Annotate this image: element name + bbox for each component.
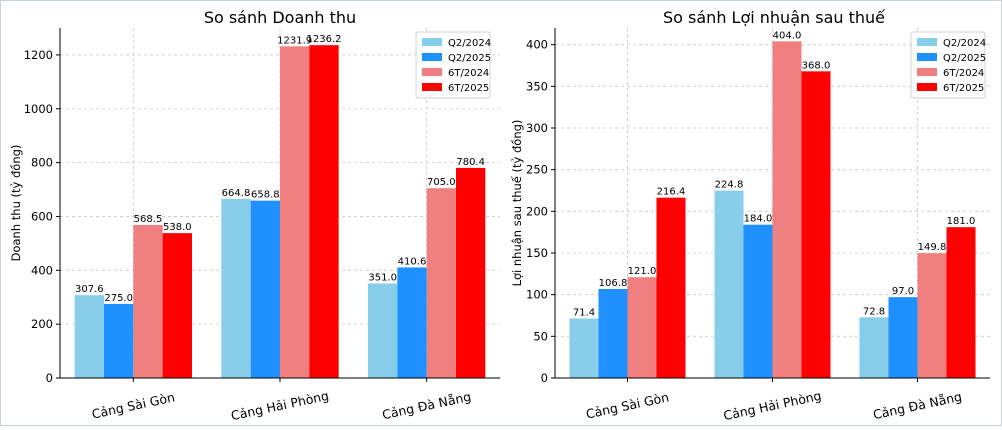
revenue-bar [74,295,104,378]
revenue-bar-value-label: 1236.2 [307,34,342,45]
revenue-bar-value-label: 410.6 [398,256,427,267]
profit-y-tick-label: 150 [526,246,548,260]
revenue-bar-value-label: 351.0 [368,273,397,284]
profit-bar-value-label: 224.8 [715,180,744,191]
revenue-y-tick-label: 0 [46,371,53,385]
revenue-bar [456,167,486,378]
profit-bar-value-label: 181.0 [947,216,976,227]
profit-bar-value-label: 368.0 [802,60,831,71]
profit-bar [569,318,599,378]
profit-bar-value-label: 216.4 [657,187,686,198]
revenue-bar [426,188,456,378]
profit-bar-value-label: 121.0 [628,266,657,277]
profit-y-tick-label: 200 [526,204,548,218]
profit-y-tick-label: 100 [526,288,548,302]
profit-x-tick-label: Cảng Sài Gòn [585,389,671,421]
revenue-bar [280,46,310,378]
profit-y-tick-label: 300 [526,121,548,135]
revenue-bar-value-label: 658.8 [251,190,280,201]
profit-legend-label: Q2/2024 [943,38,986,49]
revenue-x-tick-label: Cảng Đà Nẵng [381,389,473,422]
profit-bar-value-label: 71.4 [573,308,595,319]
revenue-y-axis-label: Doanh thu (tỷ đồng) [9,145,23,262]
profit-legend-swatch [917,53,937,61]
profit-x-tick-label: Cảng Hải Phòng [722,388,823,423]
profit-bar [714,190,744,378]
profit-bar [859,317,889,378]
revenue-bar-value-label: 780.4 [456,157,485,168]
profit-y-tick-label: 50 [533,329,548,343]
revenue-bar-value-label: 1231.9 [277,35,312,46]
profit-bar [772,41,802,378]
revenue-bar-value-label: 664.8 [222,188,251,199]
revenue-legend-label: 6T/2025 [448,83,489,94]
revenue-bar-value-label: 307.6 [75,284,104,295]
profit-bar [888,297,918,378]
revenue-bar-value-label: 275.0 [104,293,133,304]
profit-legend-label: 6T/2025 [943,83,984,94]
revenue-y-tick-label: 600 [31,209,53,223]
revenue-bar [221,199,251,378]
profit-bar-value-label: 106.8 [599,278,628,289]
revenue-bar [368,283,398,378]
profit-chart: 0 50 100 150 200 250 300 350 400 71.4 224.8 72.8 106… [510,8,990,423]
profit-legend-label: 6T/2024 [943,68,984,79]
profit-bar-value-label: 184.0 [744,214,773,225]
profit-bar-value-label: 72.8 [863,306,885,317]
profit-bar [801,71,831,378]
revenue-legend-label: Q2/2025 [448,53,491,64]
revenue-bar-value-label: 568.5 [134,214,163,225]
revenue-y-tick-label: 1200 [24,48,53,62]
profit-y-tick-label: 350 [526,79,548,93]
revenue-legend-swatch [422,83,442,91]
revenue-bar [133,224,163,378]
profit-bar-value-label: 149.8 [918,242,947,253]
revenue-y-tick-label: 800 [31,156,53,170]
revenue-bar-value-label: 538.0 [163,222,192,233]
profit-chart-title: So sánh Lợi nhuận sau thuế [663,8,885,27]
revenue-x-tick-label: Cảng Hải Phòng [230,388,331,423]
profit-bar [656,197,686,378]
revenue-legend-swatch [422,53,442,61]
profit-y-axis-label: Lợi nhuận sau thuế (tỷ đồng) [510,120,524,287]
revenue-legend-label: Q2/2024 [448,38,491,49]
profit-y-tick-label: 0 [541,371,548,385]
profit-legend-swatch [917,83,937,91]
revenue-y-tick-label: 1000 [24,102,53,116]
revenue-bar [397,267,427,378]
revenue-bar [309,45,339,379]
profit-bar [917,253,947,378]
revenue-legend-box [415,31,491,99]
profit-bar-value-label: 97.0 [892,286,914,297]
profit-y-tick-label: 250 [526,163,548,177]
profit-legend-swatch [917,38,937,46]
revenue-y-tick-label: 200 [31,317,53,331]
profit-bar [627,277,657,378]
profit-bar-value-label: 404.0 [773,30,802,41]
profit-legend-box [910,31,986,99]
profit-legend-swatch [917,68,937,76]
revenue-legend-swatch [422,68,442,76]
revenue-y-tick-label: 400 [31,263,53,277]
revenue-legend-swatch [422,38,442,46]
revenue-bar [104,303,134,378]
profit-x-tick-label: Cảng Đà Nẵng [872,389,964,422]
profit-legend-label: Q2/2025 [943,53,986,64]
revenue-x-tick-label: Cảng Sài Gòn [90,389,176,421]
revenue-bar-value-label: 705.0 [427,177,456,188]
revenue-chart: 0 200 400 600 800 1000 1200 307.6 664.8 351.0 275.… [9,8,500,423]
profit-bar [743,224,773,378]
profit-y-tick-label: 400 [526,38,548,52]
revenue-legend-label: 6T/2024 [448,68,489,79]
profit-bar [598,289,628,378]
revenue-bar [250,200,280,378]
revenue-bar [162,233,192,378]
profit-bar [946,227,976,378]
revenue-chart-title: So sánh Doanh thu [204,8,356,27]
